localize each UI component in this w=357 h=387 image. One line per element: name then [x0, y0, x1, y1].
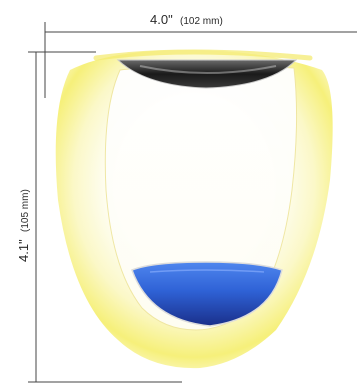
- height-dimension: 4.1" (105 mm): [16, 51, 182, 383]
- width-label-metric: (102 mm): [180, 16, 223, 27]
- top-rim-highlight: [93, 49, 313, 61]
- product-body: [55, 49, 333, 369]
- width-label-main: 4.0": [150, 12, 173, 27]
- height-label-metric: (105 mm): [20, 189, 31, 232]
- top-lens: [116, 59, 298, 89]
- top-lens-reflection: [139, 65, 277, 74]
- width-dimension: 4.0" (102 mm): [44, 12, 357, 98]
- bottom-blue-lens: [131, 261, 283, 327]
- height-label-main: 4.1": [16, 239, 31, 262]
- bottom-lens-inner-arc: [149, 269, 265, 273]
